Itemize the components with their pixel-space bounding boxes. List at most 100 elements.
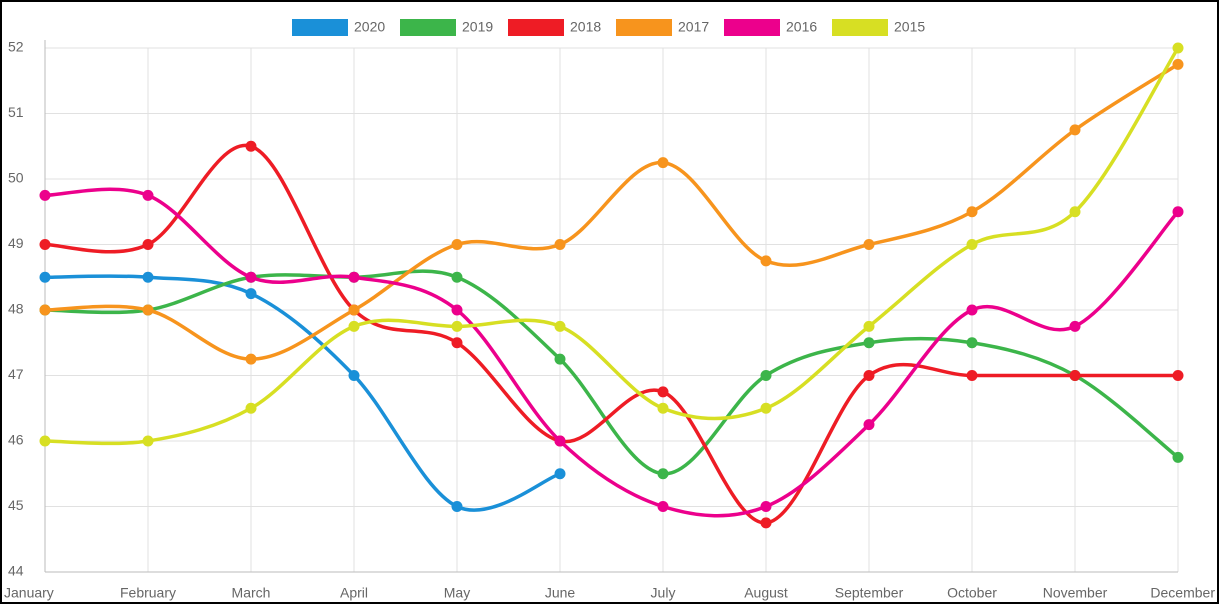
- point: [863, 320, 875, 332]
- point: [966, 304, 978, 316]
- legend-swatch: [616, 19, 672, 36]
- point: [657, 386, 669, 398]
- x-tick-label: December: [1150, 585, 1215, 601]
- point: [657, 468, 669, 480]
- point: [39, 189, 51, 201]
- y-tick-label: 52: [8, 39, 24, 55]
- legend-label: 2015: [894, 19, 925, 35]
- legend-swatch: [724, 19, 780, 36]
- legend-swatch: [508, 19, 564, 36]
- point: [245, 402, 257, 414]
- point: [966, 206, 978, 218]
- x-tick-label: February: [120, 585, 176, 601]
- y-tick-label: 51: [8, 104, 24, 120]
- point: [142, 304, 154, 316]
- point: [1069, 320, 1081, 332]
- point: [1069, 206, 1081, 218]
- point: [760, 370, 772, 381]
- x-tick-label: May: [444, 585, 470, 601]
- point: [1172, 451, 1184, 463]
- y-tick-label: 49: [8, 235, 24, 251]
- x-tick-label: June: [545, 585, 576, 601]
- legend-label: 2020: [354, 19, 385, 35]
- point: [451, 337, 463, 349]
- point: [657, 157, 669, 169]
- x-tick-label: August: [744, 585, 788, 601]
- point: [451, 501, 463, 512]
- x-tick-label: September: [835, 585, 904, 601]
- point: [451, 271, 463, 283]
- point: [451, 304, 463, 316]
- point: [245, 353, 257, 365]
- point: [451, 320, 463, 332]
- point: [1172, 370, 1184, 381]
- x-tick-label: October: [947, 585, 997, 601]
- point: [142, 271, 154, 283]
- point: [554, 435, 566, 447]
- point: [554, 320, 566, 332]
- point: [1069, 124, 1081, 136]
- point: [348, 370, 360, 381]
- point: [863, 419, 875, 431]
- legend-label: 2018: [570, 19, 601, 35]
- y-tick-label: 50: [8, 170, 24, 186]
- legend-label: 2017: [678, 19, 709, 35]
- point: [39, 304, 51, 316]
- point: [1172, 58, 1184, 70]
- point: [1172, 42, 1184, 54]
- series-line: [44, 62, 1179, 361]
- legend-swatch: [832, 19, 888, 36]
- point: [760, 402, 772, 414]
- x-tick-label: March: [232, 585, 271, 601]
- legend-swatch: [400, 19, 456, 36]
- point: [657, 402, 669, 414]
- legend-swatch: [292, 19, 348, 36]
- point: [657, 501, 669, 512]
- y-tick-label: 48: [8, 301, 24, 317]
- point: [966, 337, 978, 349]
- point: [348, 320, 360, 332]
- series-line: [44, 47, 1180, 446]
- point: [554, 239, 566, 250]
- point: [245, 140, 257, 152]
- point: [863, 337, 875, 349]
- point: [348, 304, 360, 316]
- point: [39, 239, 51, 250]
- point: [142, 189, 154, 201]
- point: [1069, 370, 1081, 381]
- point: [1172, 206, 1184, 218]
- point: [966, 239, 978, 250]
- point: [142, 239, 154, 250]
- x-tick-label: November: [1043, 585, 1108, 601]
- legend-label: 2016: [786, 19, 817, 35]
- point: [142, 435, 154, 447]
- x-tick-label: July: [651, 585, 676, 601]
- y-tick-label: 47: [8, 366, 24, 382]
- point: [760, 501, 772, 512]
- legend-label: 2019: [462, 19, 493, 35]
- series-line: [44, 187, 1180, 518]
- point: [966, 370, 978, 381]
- x-tick-label: January: [4, 585, 54, 601]
- point: [245, 271, 257, 283]
- point: [760, 255, 772, 267]
- point: [554, 353, 566, 365]
- y-tick-label: 45: [8, 497, 24, 513]
- point: [554, 468, 566, 480]
- point: [451, 239, 463, 250]
- point: [760, 517, 772, 529]
- y-tick-label: 44: [8, 563, 24, 579]
- series-line: [44, 269, 1180, 476]
- point: [348, 271, 360, 283]
- x-tick-label: April: [340, 585, 368, 601]
- point: [39, 271, 51, 283]
- series-line: [44, 143, 1178, 525]
- point: [39, 435, 51, 447]
- y-tick-label: 46: [8, 432, 24, 448]
- point: [245, 288, 257, 300]
- point: [863, 370, 875, 381]
- point: [863, 239, 875, 250]
